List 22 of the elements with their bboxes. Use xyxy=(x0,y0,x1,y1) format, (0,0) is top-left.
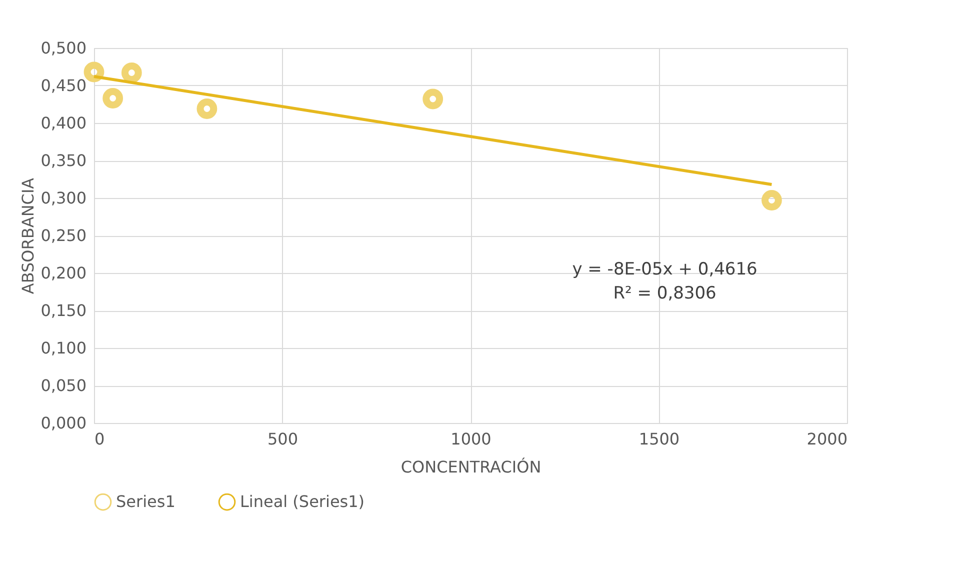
y-tick-label: 0,200 xyxy=(40,264,86,282)
y-tick-label: 0,400 xyxy=(40,114,86,132)
x-tick-label: 0 xyxy=(94,430,105,448)
y-tick-label: 0,100 xyxy=(40,338,86,358)
y-tick-label: 0,500 xyxy=(40,38,86,58)
x-axis-title: CONCENTRACIÓN xyxy=(400,458,542,476)
x-tick-label: 2000 xyxy=(806,430,848,448)
legend-label: Lineal (Series1) xyxy=(240,492,365,512)
y-tick-label: 0,350 xyxy=(40,151,86,170)
y-tick-label: 0,250 xyxy=(40,226,86,245)
y-tick-label: 0,150 xyxy=(40,301,86,320)
legend-label: Series1 xyxy=(116,492,176,512)
x-tick-label: 1500 xyxy=(638,430,680,448)
y-tick-label: 0,050 xyxy=(40,376,86,395)
y-tick-label: 0,000 xyxy=(40,414,86,432)
y-tick-label: 0,450 xyxy=(40,76,86,95)
y-axis-title: ABSORBANCIA xyxy=(18,178,38,294)
annotation: y = -8E-05x + 0,4616 xyxy=(572,259,758,280)
x-tick-label: 1000 xyxy=(450,430,492,448)
y-tick-label: 0,300 xyxy=(40,188,86,208)
annotation: R² = 0,8306 xyxy=(613,283,716,304)
x-tick-label: 500 xyxy=(267,430,298,448)
